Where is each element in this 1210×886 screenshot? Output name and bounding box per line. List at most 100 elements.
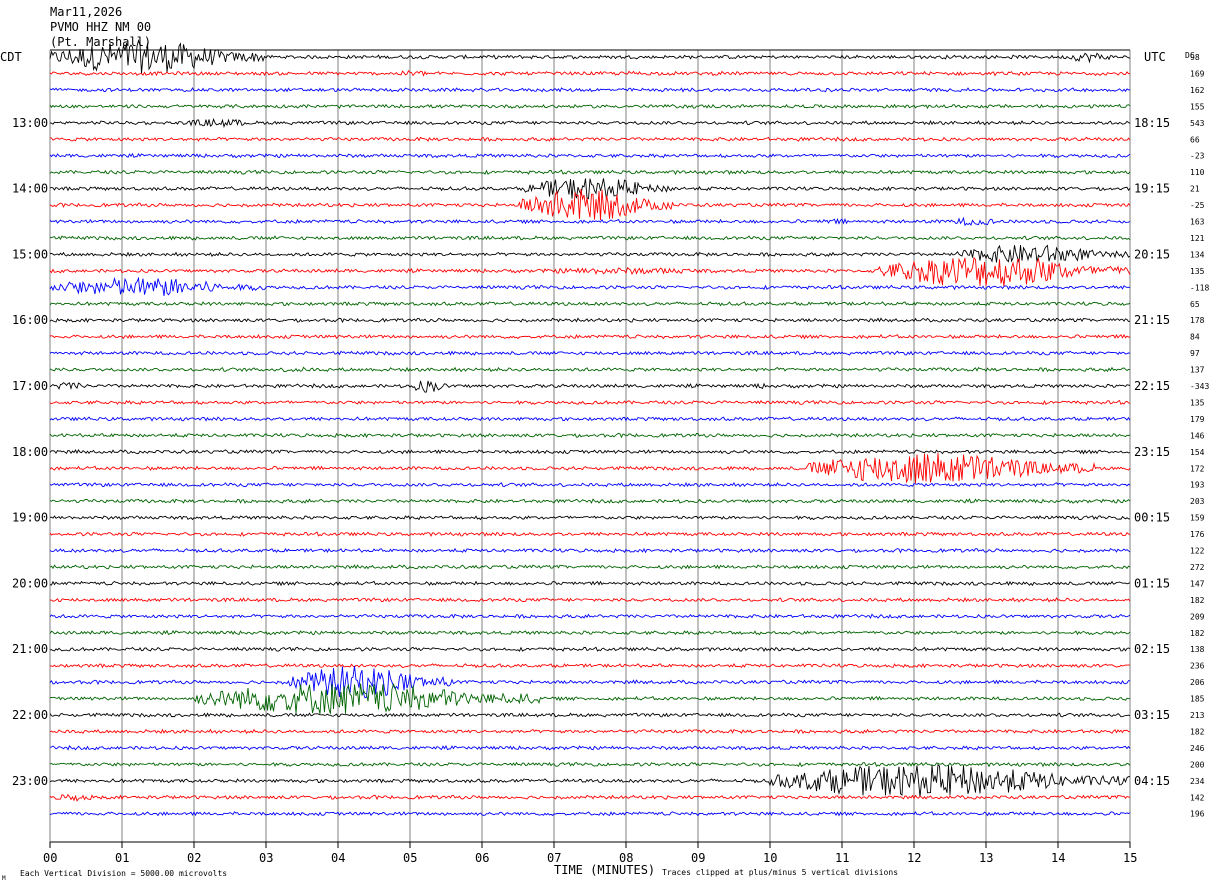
trace-layer bbox=[49, 39, 1131, 817]
seismic-trace bbox=[49, 481, 1131, 488]
seismic-trace bbox=[49, 301, 1131, 307]
dc-offset-label: 65 bbox=[1190, 300, 1200, 309]
seismic-trace bbox=[49, 763, 1131, 798]
dc-offset-label: 206 bbox=[1190, 678, 1205, 687]
seismic-trace bbox=[49, 188, 1131, 221]
dc-offset-label: 176 bbox=[1190, 530, 1205, 539]
cdt-hour-label: 19:00 bbox=[12, 511, 48, 525]
utc-hour-label: 00:15 bbox=[1134, 511, 1170, 525]
seismic-trace bbox=[49, 169, 1131, 176]
dc-offset-label: 178 bbox=[1190, 316, 1205, 325]
x-tick-label: 15 bbox=[1123, 851, 1137, 865]
dc-offset-label: 213 bbox=[1190, 711, 1205, 720]
seismic-trace bbox=[49, 87, 1131, 93]
seismic-trace bbox=[49, 498, 1131, 504]
dc-offset-label: 209 bbox=[1190, 612, 1205, 621]
x-tick-label: 03 bbox=[259, 851, 273, 865]
utc-hour-label: 01:15 bbox=[1134, 576, 1170, 590]
seismic-trace bbox=[49, 432, 1131, 439]
seismic-trace bbox=[49, 178, 1131, 200]
x-tick-label: 07 bbox=[547, 851, 561, 865]
dc-offset-label: 193 bbox=[1190, 481, 1205, 490]
seismic-trace bbox=[49, 449, 1131, 455]
dc-offset-label: 203 bbox=[1190, 497, 1205, 506]
seismic-trace bbox=[49, 399, 1131, 406]
x-tick-label: 06 bbox=[475, 851, 489, 865]
x-tick-label: 12 bbox=[907, 851, 921, 865]
utc-hour-label: 02:15 bbox=[1134, 642, 1170, 656]
dc-offset-label: 234 bbox=[1190, 777, 1205, 786]
x-tick-label: 14 bbox=[1051, 851, 1065, 865]
seismic-trace bbox=[49, 452, 1131, 484]
seismic-trace bbox=[49, 244, 1131, 263]
x-axis-title: TIME (MINUTES) bbox=[554, 863, 655, 877]
cdt-hour-label: 13:00 bbox=[12, 116, 48, 130]
dc-offset-label: 185 bbox=[1190, 695, 1205, 704]
seismic-trace bbox=[49, 646, 1131, 653]
utc-hour-label: 21:15 bbox=[1134, 313, 1170, 327]
dc-column-label: DC bbox=[1185, 51, 1195, 60]
dc-offset-label: 122 bbox=[1190, 547, 1205, 556]
dc-offset-label: 97 bbox=[1190, 349, 1200, 358]
cdt-hour-label: 22:00 bbox=[12, 708, 48, 722]
utc-hour-label: 19:15 bbox=[1134, 182, 1170, 196]
seismic-trace bbox=[49, 683, 1131, 715]
cdt-hour-label: 14:00 bbox=[12, 182, 48, 196]
x-tick-label: 13 bbox=[979, 851, 993, 865]
clip-note: Traces clipped at plus/minus 5 vertical … bbox=[662, 868, 898, 877]
x-tick-label: 05 bbox=[403, 851, 417, 865]
dc-offset-label: 272 bbox=[1190, 563, 1205, 572]
dc-offset-label: -25 bbox=[1190, 201, 1205, 210]
dc-offset-label: -118 bbox=[1190, 283, 1209, 292]
corner-mark: M bbox=[2, 875, 6, 882]
seismic-trace bbox=[49, 665, 1130, 699]
dc-offset-label: 154 bbox=[1190, 448, 1205, 457]
dc-offset-label: 147 bbox=[1190, 579, 1205, 588]
x-tick-label: 09 bbox=[691, 851, 705, 865]
seismic-trace bbox=[49, 39, 1131, 74]
seismic-trace bbox=[49, 580, 1131, 587]
seismic-trace bbox=[49, 564, 1131, 570]
seismic-trace bbox=[49, 793, 1131, 802]
seismic-trace bbox=[49, 728, 1131, 735]
dc-offset-label: 169 bbox=[1190, 69, 1205, 78]
x-tick-label: 10 bbox=[763, 851, 777, 865]
dc-offset-label: 84 bbox=[1190, 333, 1200, 342]
seismic-trace bbox=[49, 810, 1131, 817]
dc-offset-label: 138 bbox=[1190, 645, 1205, 654]
dc-offset-label: 159 bbox=[1190, 514, 1205, 523]
label-layer: 00 01 02 03 04 05 06 07 08 09 10 11 12 13 14 15 98 169 162… bbox=[12, 53, 1209, 865]
utc-hour-label: 04:15 bbox=[1134, 774, 1170, 788]
seismic-trace bbox=[49, 629, 1131, 636]
seismic-trace bbox=[49, 745, 1131, 751]
cdt-hour-label: 17:00 bbox=[12, 379, 48, 393]
dc-offset-label: 246 bbox=[1190, 744, 1205, 753]
dc-offset-label: 179 bbox=[1190, 415, 1205, 424]
seismic-trace bbox=[49, 103, 1131, 110]
dc-offset-label: 98 bbox=[1190, 53, 1200, 62]
utc-hour-label: 23:15 bbox=[1134, 445, 1170, 459]
dc-offset-label: 135 bbox=[1190, 267, 1205, 276]
seismic-trace bbox=[49, 216, 1131, 227]
dc-offset-label: 21 bbox=[1190, 185, 1200, 194]
cdt-hour-label: 23:00 bbox=[12, 774, 48, 788]
utc-hour-label: 22:15 bbox=[1134, 379, 1170, 393]
dc-offset-label: 66 bbox=[1190, 135, 1200, 144]
right-timezone-label: UTC bbox=[1144, 50, 1166, 64]
dc-offset-label: 182 bbox=[1190, 596, 1205, 605]
seismic-trace bbox=[49, 350, 1131, 356]
seismic-trace bbox=[49, 547, 1131, 554]
header-date: Mar11,2026 bbox=[50, 5, 122, 19]
dc-offset-label: -23 bbox=[1190, 152, 1205, 161]
seismic-trace bbox=[49, 416, 1131, 422]
seismic-trace bbox=[49, 613, 1131, 619]
dc-offset-label: 162 bbox=[1190, 86, 1205, 95]
x-tick-label: 00 bbox=[43, 851, 57, 865]
dc-offset-label: 155 bbox=[1190, 102, 1205, 111]
dc-offset-label: 200 bbox=[1190, 760, 1205, 769]
scale-note: Each Vertical Division = 5000.00 microvo… bbox=[20, 869, 227, 878]
seismic-trace bbox=[49, 235, 1131, 241]
dc-offset-label: 196 bbox=[1190, 810, 1205, 819]
seismic-trace bbox=[49, 152, 1131, 159]
